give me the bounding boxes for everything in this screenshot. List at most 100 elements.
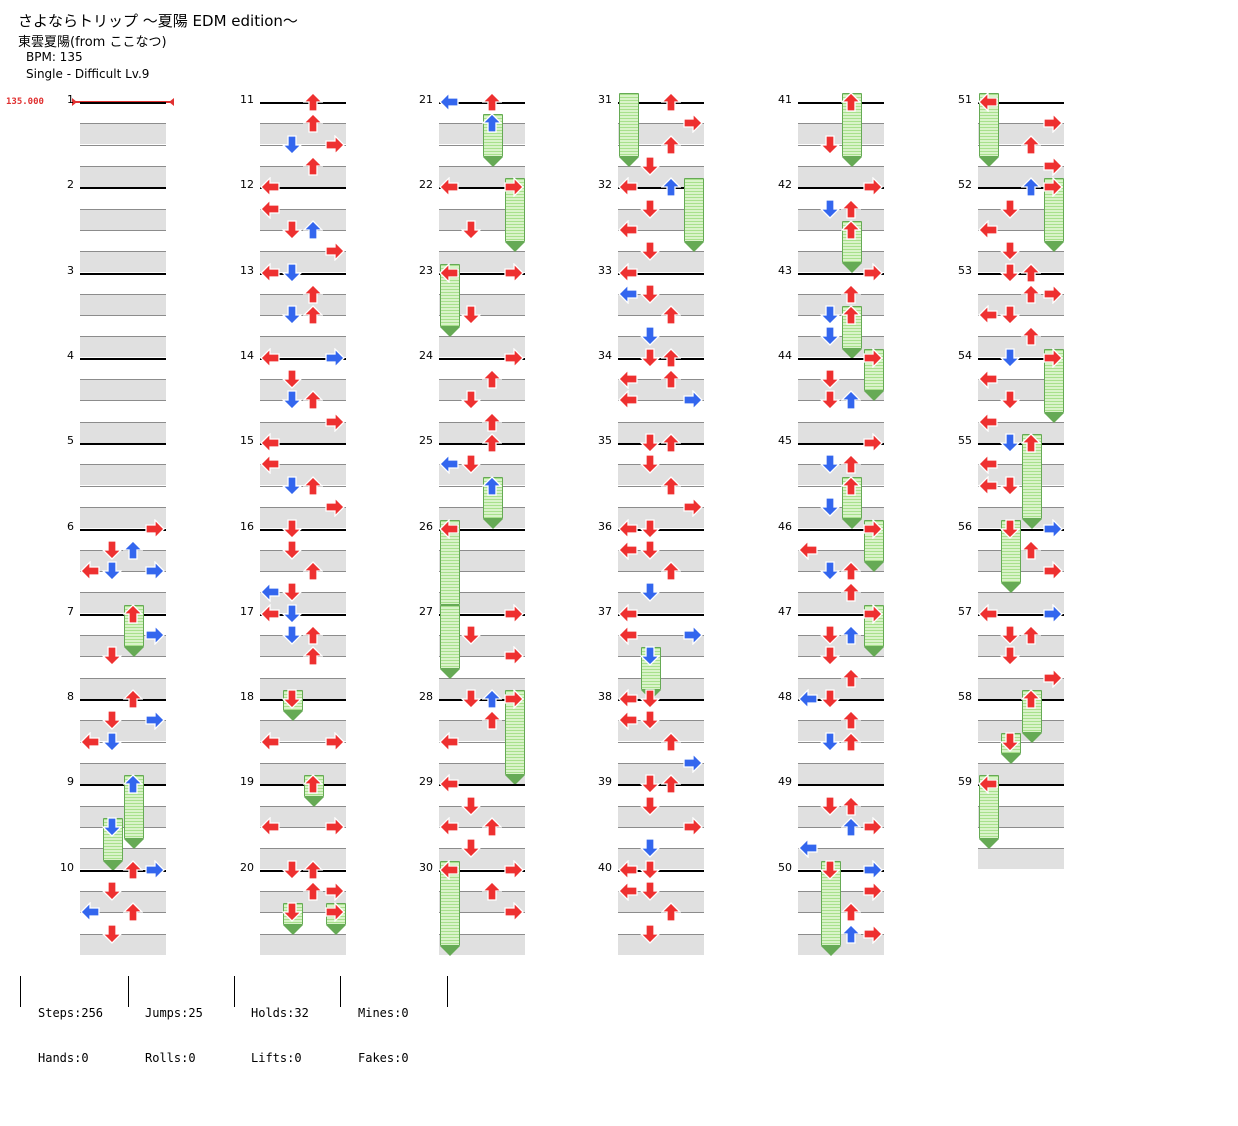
beat-band: [260, 805, 346, 827]
down-arrow-icon: [818, 689, 841, 710]
beat-band: [260, 592, 346, 614]
measure-number: 51: [958, 93, 972, 106]
up-arrow-icon: [660, 731, 682, 752]
beat-band: [618, 762, 704, 784]
left-arrow-icon: [439, 816, 459, 838]
beat-line: [80, 144, 166, 146]
beat-line: [260, 677, 346, 679]
measure-line: [798, 443, 884, 446]
down-arrow-icon: [459, 454, 482, 475]
beat-band: [439, 890, 525, 912]
beat-line: [618, 592, 704, 594]
measure-number: 32: [598, 178, 612, 192]
beat-band: [439, 635, 525, 657]
beat-line: [978, 741, 1064, 743]
beat-band: [260, 208, 346, 230]
beat-band: [618, 848, 704, 870]
down-arrow-icon: [100, 881, 123, 901]
measure-10: 10: [60, 859, 166, 956]
measure-line: [260, 613, 346, 616]
up-arrow-icon: [660, 774, 682, 795]
measure-line: [978, 613, 1064, 616]
measure-line: [260, 102, 346, 104]
beat-band: [978, 208, 1064, 230]
measure-line: [978, 784, 1064, 787]
left-arrow-icon: [439, 453, 459, 476]
measure-line: [798, 869, 884, 872]
measure-number: 47: [778, 604, 792, 618]
measure-line: [978, 699, 1064, 702]
measure-line: [978, 272, 1064, 275]
measure-5: 5: [67, 434, 166, 529]
beat-line: [80, 507, 166, 509]
left-arrow-icon: [260, 581, 280, 603]
beat-band: [798, 933, 884, 955]
right-arrow-icon: [503, 262, 524, 284]
beat-line: [80, 677, 166, 679]
measure-line: [618, 102, 704, 104]
down-arrow-icon: [818, 390, 841, 411]
measure-59: 59: [958, 773, 1064, 870]
measure-line: [439, 784, 525, 787]
beat-line: [978, 229, 1064, 231]
measure-53: 53: [958, 262, 1064, 359]
measure-18: 18: [240, 689, 346, 785]
measure-36: 36: [598, 517, 704, 615]
left-arrow-icon: [80, 560, 100, 582]
right-arrow-icon: [324, 901, 345, 923]
up-arrow-icon: [481, 689, 503, 709]
beat-line: [439, 741, 525, 743]
measure-number: 22: [419, 178, 433, 192]
measure-32: 32: [598, 176, 704, 273]
beat-line: [439, 315, 525, 317]
measure-line: [618, 699, 704, 702]
measure-line: [260, 699, 346, 702]
measure-number: 29: [419, 775, 433, 789]
measure-line: [439, 357, 525, 360]
measure-number: 35: [598, 434, 612, 448]
down-arrow-icon: [638, 860, 661, 880]
beat-band: [260, 293, 346, 315]
measure-line: [798, 699, 884, 702]
beat-line: [978, 165, 1064, 167]
beat-band: [798, 336, 884, 358]
measure-number: 49: [778, 775, 792, 789]
measure-number: 16: [240, 519, 254, 533]
up-arrow-icon: [302, 561, 324, 581]
beat-line: [80, 485, 166, 487]
beat-band: [618, 805, 704, 827]
beat-band: [80, 379, 166, 401]
stat-hands: Hands:0: [38, 1051, 89, 1065]
measure-number: 31: [598, 93, 612, 106]
measure-number: 9: [67, 775, 74, 789]
beat-band: [260, 933, 346, 955]
up-arrow-icon: [660, 134, 682, 155]
down-arrow-icon: [100, 540, 123, 560]
beat-band: [618, 251, 704, 273]
down-arrow-icon: [638, 156, 661, 176]
beat-band: [618, 677, 704, 699]
measure-number: 7: [67, 604, 74, 618]
right-arrow-icon: [503, 347, 524, 369]
beat-band: [260, 379, 346, 401]
beat-band: [80, 805, 166, 827]
beat-line: [618, 805, 704, 807]
measure-line: [80, 699, 166, 702]
beat-band: [798, 507, 884, 529]
left-arrow-icon: [618, 709, 638, 731]
down-arrow-icon: [459, 689, 482, 710]
beat-line: [978, 251, 1064, 253]
measure-line: [798, 357, 884, 360]
left-arrow-icon: [618, 688, 638, 710]
down-arrow-icon: [280, 860, 303, 880]
beat-band: [618, 336, 704, 358]
beat-band: [618, 421, 704, 443]
measure-number: 8: [67, 690, 74, 704]
beat-band: [618, 549, 704, 571]
down-arrow-icon: [280, 540, 303, 560]
down-arrow-icon: [638, 774, 661, 795]
beat-line: [618, 635, 704, 637]
beat-line: [618, 123, 704, 125]
down-arrow-icon: [998, 390, 1021, 411]
beat-band: [439, 592, 525, 614]
